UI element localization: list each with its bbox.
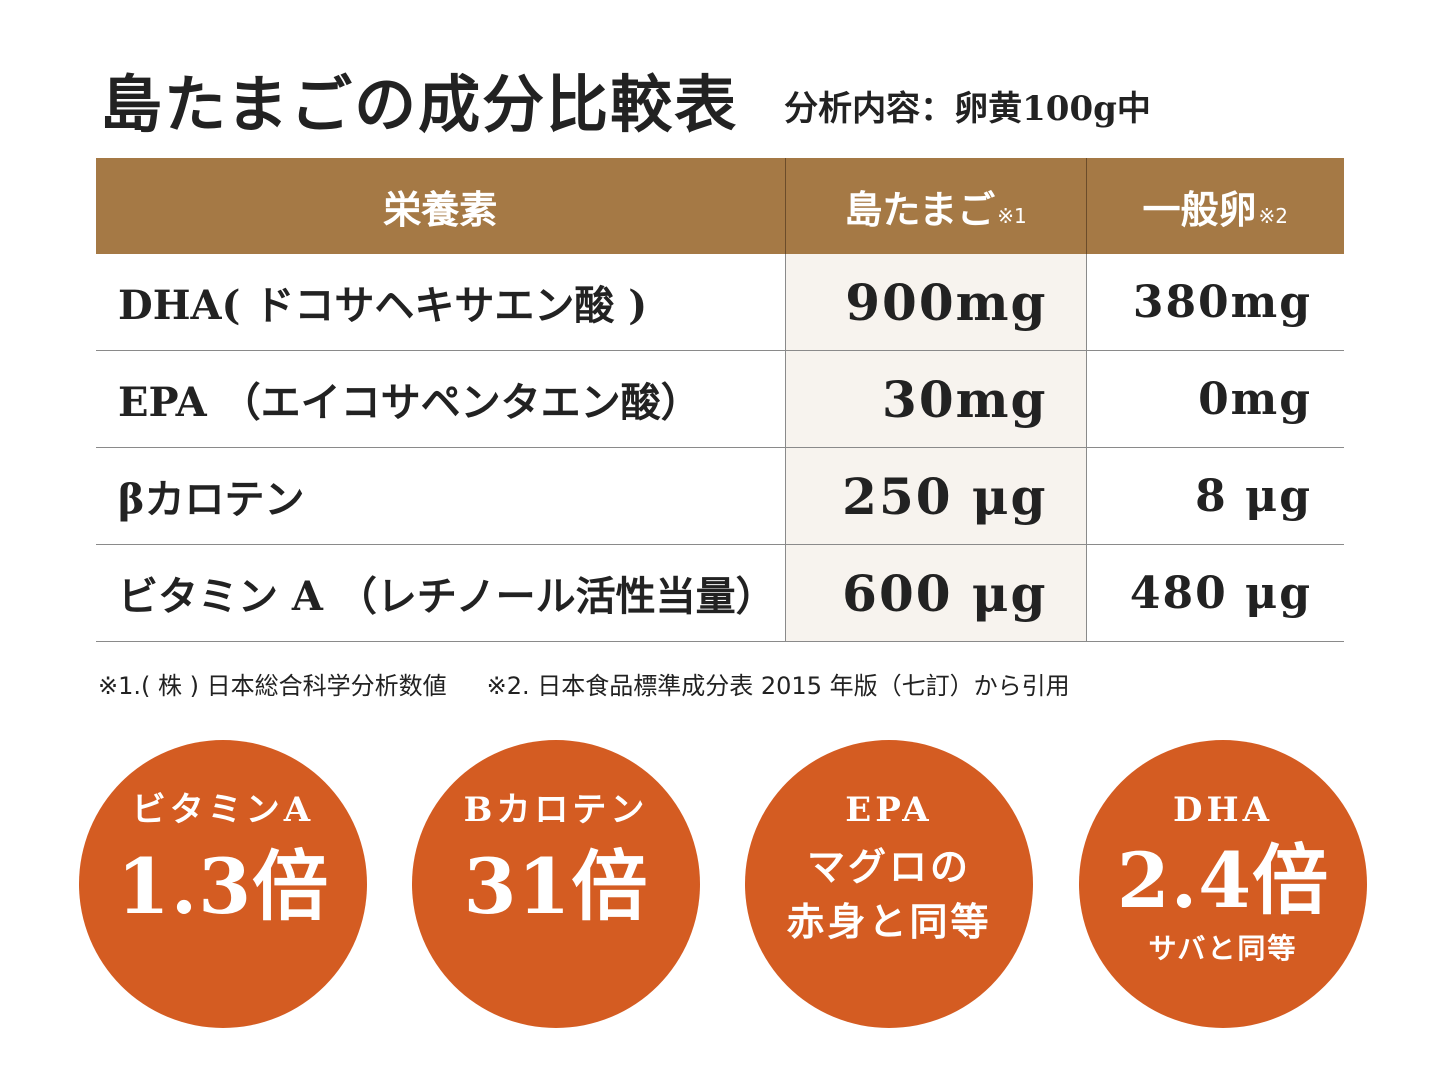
nutrient-name: EPA （エイコサペンタエン酸） — [96, 350, 785, 448]
shima-value: 30mg — [784, 350, 1087, 448]
badge-note: サバと同等 — [1148, 932, 1298, 966]
header-shima-label: 島たまご — [844, 186, 996, 232]
page-title: 島たまごの成分比較表 — [100, 68, 739, 141]
nutrient-name: DHA( ドコサヘキサエン酸 ) — [96, 254, 785, 351]
table-row: DHA( ドコサヘキサエン酸 ) 900mg 380mg — [96, 254, 1344, 351]
header-nutrient-label: 栄養素 — [383, 186, 498, 232]
nutrient-name: ビタミン A （レチノール活性当量） — [96, 544, 785, 642]
header-general-label: 一般卵 — [1142, 186, 1257, 232]
table-row: EPA （エイコサペンタエン酸） 30mg 0mg — [96, 350, 1344, 448]
footnotes: ※1.( 株 ) 日本総合科学分析数値 ※2. 日本食品標準成分表 2015 年版… — [98, 666, 1070, 701]
badge-value: 31倍 — [463, 842, 649, 932]
table-row: βカロテン 250 μg 8 μg — [96, 447, 1344, 545]
highlight-badge-beta-carotene: Bカロテン 31倍 — [412, 740, 700, 1028]
header-general-egg: 一般卵 ※2 — [1085, 158, 1344, 254]
badge-value: 1.3倍 — [116, 842, 330, 932]
general-value: 480 μg — [1086, 544, 1344, 642]
highlight-badge-epa: EPA マグロの 赤身と同等 — [745, 740, 1033, 1028]
general-value: 380mg — [1086, 254, 1344, 351]
badge-label: EPA — [845, 790, 933, 830]
title-row: 島たまごの成分比較表 分析内容：卵黄100g中 — [100, 56, 1151, 136]
general-value: 8 μg — [1086, 447, 1344, 545]
comparison-table: 栄養素 島たまご ※1 一般卵 ※2 DHA( ドコサヘキサエン酸 ) 900mg … — [96, 158, 1344, 642]
badge-line-1: マグロの — [806, 844, 971, 890]
table-header-row: 栄養素 島たまご ※1 一般卵 ※2 — [96, 158, 1344, 254]
header-shima-footnote-mark: ※1 — [997, 203, 1027, 228]
footnote-1: ※1.( 株 ) 日本総合科学分析数値 — [98, 672, 447, 700]
table-row: ビタミン A （レチノール活性当量） 600 μg 480 μg — [96, 544, 1344, 642]
badge-label: Bカロテン — [463, 790, 649, 830]
badge-line-2: 赤身と同等 — [786, 899, 992, 945]
highlight-badge-dha: DHA 2.4倍 サバと同等 — [1079, 740, 1367, 1028]
header-nutrient: 栄養素 — [96, 158, 785, 254]
header-general-footnote-mark: ※2 — [1258, 203, 1288, 228]
nutrient-name: βカロテン — [96, 447, 785, 545]
badge-label: ビタミンA — [131, 790, 315, 830]
shima-value: 250 μg — [784, 447, 1087, 545]
footnote-2: ※2. 日本食品標準成分表 2015 年版（七訂）から引用 — [486, 672, 1070, 700]
general-value: 0mg — [1086, 350, 1344, 448]
badge-label: DHA — [1173, 790, 1273, 830]
highlight-badge-vitamin-a: ビタミンA 1.3倍 — [79, 740, 367, 1028]
badge-value: 2.4倍 — [1116, 836, 1330, 926]
header-shima-tamago: 島たまご ※1 — [784, 158, 1086, 254]
page-subtitle: 分析内容：卵黄100g中 — [784, 89, 1151, 129]
shima-value: 600 μg — [784, 544, 1087, 642]
badge-text-block: マグロの 赤身と同等 — [786, 839, 991, 949]
shima-value: 900mg — [784, 254, 1087, 351]
